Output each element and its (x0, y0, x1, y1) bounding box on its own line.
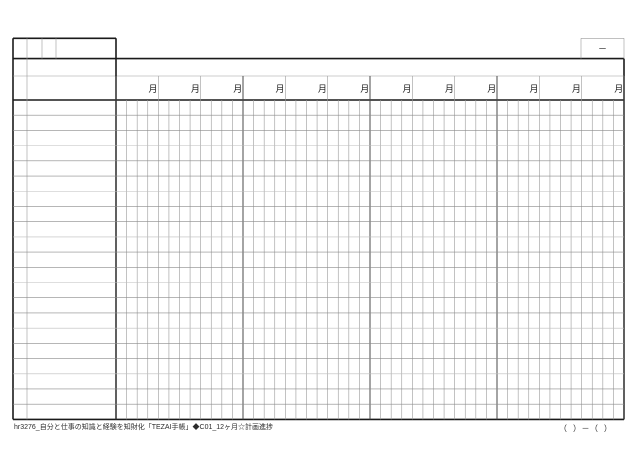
svg-text:月: 月 (276, 84, 285, 94)
svg-text:月: 月 (318, 84, 327, 94)
svg-text:月: 月 (614, 84, 623, 94)
svg-text:月: 月 (530, 84, 539, 94)
svg-text:月: 月 (360, 84, 369, 94)
svg-text:月: 月 (149, 84, 158, 94)
svg-text:月: 月 (233, 84, 242, 94)
svg-text:月: 月 (403, 84, 412, 94)
svg-text:月: 月 (572, 84, 581, 94)
svg-text:月: 月 (191, 84, 200, 94)
svg-text:－: － (598, 44, 607, 54)
svg-text:月: 月 (487, 84, 496, 94)
svg-text:月: 月 (445, 84, 454, 94)
